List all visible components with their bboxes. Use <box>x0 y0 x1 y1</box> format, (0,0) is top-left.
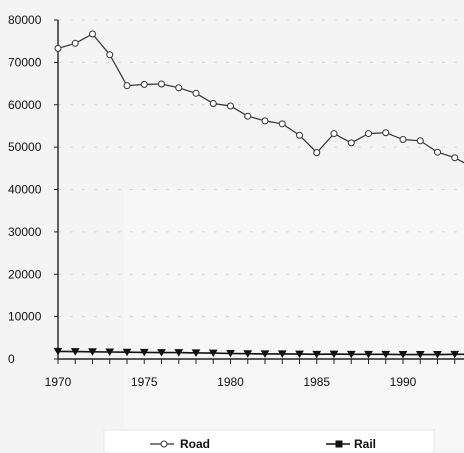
road-data-point <box>399 135 407 143</box>
road-data-point <box>330 130 338 138</box>
y-tick-label: 80000 <box>8 13 42 27</box>
y-tick-label: 20000 <box>8 267 42 281</box>
rail-data-point <box>174 349 184 357</box>
road-data-point <box>347 139 355 147</box>
rail-data-point <box>208 349 218 358</box>
rail-data-point <box>295 350 304 359</box>
rail-data-point <box>139 348 149 357</box>
rail-data-point <box>191 349 201 357</box>
rail-data-point <box>364 350 373 359</box>
road-data-point <box>106 51 114 59</box>
rail-data-point <box>381 350 391 359</box>
y-tick-label: 50000 <box>8 140 42 154</box>
rail-data-point <box>277 350 287 358</box>
road-data-point <box>140 80 148 88</box>
x-tick-label: 1990 <box>390 375 417 389</box>
legend-item-rail: Rail <box>326 437 376 451</box>
grid <box>58 19 464 318</box>
rail-data-point <box>329 350 339 359</box>
rail-data-point <box>157 349 166 357</box>
legend: Road Rail <box>103 429 435 453</box>
road-data-point <box>365 130 372 138</box>
y-tick-label: 0 <box>8 352 15 366</box>
rail-data-point <box>433 351 442 359</box>
y-tick-label: 70000 <box>8 55 42 69</box>
road-data-point <box>71 39 79 47</box>
x-tick-label: 1980 <box>217 375 244 389</box>
road-data-point <box>89 30 96 38</box>
x-tick-label: 1970 <box>45 375 72 389</box>
road-data-point <box>54 44 62 52</box>
y-axis: 0 10000 20000 30000 40000 50000 60000 70000 8000… <box>8 13 59 366</box>
road-data-point <box>244 112 252 120</box>
y-tick-label: 30000 <box>8 225 42 239</box>
rail-data-point <box>398 351 408 359</box>
y-tick-label: 60000 <box>8 98 42 112</box>
x-axis: 1970 1975 1980 1985 1990 <box>45 358 464 389</box>
road-data-point <box>192 89 200 97</box>
road-data-point <box>227 102 234 110</box>
rail-data-point <box>226 349 235 358</box>
road-data-point <box>175 84 183 92</box>
y-tick-label: 40000 <box>8 183 42 197</box>
road-data-point <box>451 154 459 162</box>
rail-data-point <box>70 348 80 356</box>
y-tick-label: 10000 <box>8 310 42 324</box>
rail-data-point <box>312 350 322 359</box>
plot-shade <box>124 190 464 450</box>
road-data-point <box>278 120 286 128</box>
legend-road-label: Road <box>180 437 210 451</box>
legend-rail-label: Rail <box>354 437 376 451</box>
road-data-point <box>434 148 441 156</box>
series <box>53 30 464 359</box>
rail-data-point <box>53 347 63 356</box>
rail-data-point <box>450 350 460 359</box>
rail-data-point <box>260 350 270 358</box>
rail-data-point <box>346 350 356 359</box>
road-data-point <box>261 117 269 125</box>
road-data-point <box>416 137 424 145</box>
rail-data-point <box>88 348 97 356</box>
rail-data-point <box>415 351 425 359</box>
x-tick-label: 1985 <box>303 375 330 389</box>
road-data-point <box>296 131 303 139</box>
rail-data-point <box>105 348 115 357</box>
legend-box <box>103 429 435 453</box>
x-tick-label: 1975 <box>131 375 158 389</box>
rail-data-point <box>122 348 132 357</box>
legend-rail-marker <box>335 440 343 448</box>
legend-item-road: Road <box>150 437 210 451</box>
road-data-point <box>313 149 321 157</box>
legend-road-marker <box>160 440 168 448</box>
road-data-point <box>382 129 390 137</box>
road-data-point <box>158 80 165 88</box>
road-data-point <box>123 82 131 90</box>
rail-data-point <box>243 350 253 358</box>
road-data-point <box>209 99 217 107</box>
